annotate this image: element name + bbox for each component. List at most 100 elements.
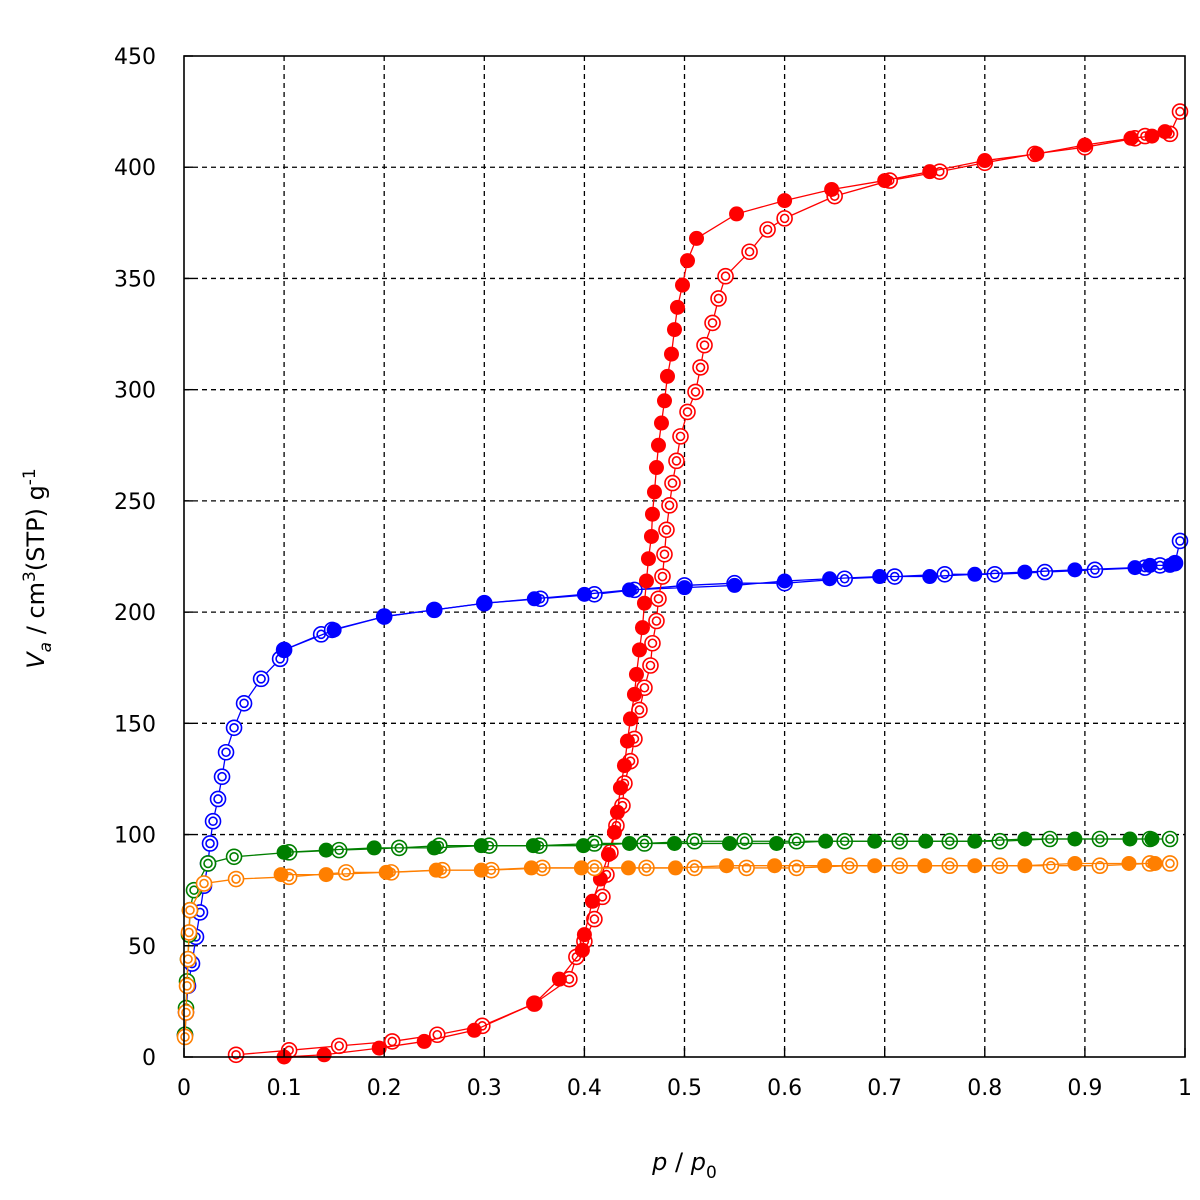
data-point-inner	[762, 224, 773, 235]
series-0	[176, 532, 1189, 1044]
data-point	[612, 780, 628, 796]
data-point-inner	[1175, 106, 1185, 117]
data-point-outer	[177, 1004, 195, 1021]
data-point-outer	[1091, 857, 1109, 874]
data-point	[178, 977, 196, 995]
data-point	[679, 403, 696, 421]
data-point-inner	[791, 836, 802, 847]
data-point	[822, 571, 838, 587]
data-point	[195, 875, 213, 892]
data-point	[225, 719, 243, 737]
series-7	[273, 855, 1163, 883]
data-point-outer	[213, 768, 231, 786]
data-point-inner	[182, 981, 192, 991]
data-point-inner	[661, 525, 672, 535]
series-line	[184, 540, 1181, 1035]
data-point	[686, 832, 703, 850]
y-axis-title: Va / cm3(STP) g-1	[20, 468, 56, 669]
x-tick-label: 0.7	[867, 1076, 902, 1101]
data-point	[626, 686, 642, 702]
data-point	[664, 474, 681, 492]
data-point-outer	[428, 1026, 446, 1044]
data-point	[1121, 855, 1137, 871]
data-point	[1122, 831, 1138, 847]
data-point	[667, 860, 683, 876]
data-point	[867, 833, 883, 849]
data-point	[872, 569, 888, 585]
data-point-outer	[936, 565, 954, 583]
data-point	[653, 415, 669, 431]
data-point-inner	[334, 1041, 344, 1051]
data-point-inner	[589, 914, 600, 924]
data-point	[1091, 857, 1109, 874]
data-point	[525, 838, 541, 854]
data-point	[1171, 532, 1189, 550]
data-point	[227, 870, 245, 888]
data-point	[922, 164, 938, 180]
data-point	[634, 620, 650, 636]
data-point-outer	[710, 290, 727, 307]
data-point	[1161, 830, 1179, 848]
data-point-inner	[229, 722, 239, 733]
data-point-inner	[1095, 860, 1105, 871]
data-point-inner	[744, 246, 755, 257]
x-tick-label: 0	[177, 1076, 191, 1101]
data-point	[476, 595, 492, 611]
data-point	[273, 867, 289, 883]
data-point-outer	[650, 590, 667, 608]
data-point	[648, 460, 664, 476]
y-axis-title-var: V	[22, 651, 50, 669]
data-point	[818, 833, 834, 849]
series-3	[276, 124, 1173, 1065]
data-point-inner	[653, 593, 664, 604]
data-point-inner	[189, 885, 199, 895]
data-point-inner	[671, 456, 682, 466]
data-point	[648, 612, 665, 630]
data-point	[719, 858, 735, 874]
data-point	[227, 1046, 245, 1064]
data-point-inner	[779, 213, 790, 224]
data-point-outer	[788, 859, 805, 877]
data-point-inner	[699, 340, 710, 350]
data-point-outer	[759, 221, 776, 238]
data-point	[337, 864, 355, 881]
data-point-outer	[738, 859, 755, 877]
data-point-inner	[657, 571, 668, 582]
data-point	[644, 634, 661, 652]
y-tick-label: 350	[114, 267, 156, 292]
data-point-inner	[667, 478, 678, 488]
data-point	[663, 346, 679, 362]
series-line	[184, 862, 1170, 1038]
data-point	[1077, 137, 1093, 153]
data-point-inner	[634, 705, 645, 715]
data-point	[977, 153, 993, 169]
data-point-inner	[1165, 858, 1175, 869]
y-tick-label: 250	[114, 490, 156, 515]
data-point	[936, 565, 954, 583]
data-point-outer	[648, 612, 665, 630]
data-point-inner	[659, 549, 670, 560]
data-point	[867, 858, 883, 874]
data-point-inner	[341, 867, 351, 878]
data-point-inner	[185, 905, 195, 915]
data-point	[619, 733, 635, 749]
data-point-inner	[229, 851, 239, 862]
data-point-outer	[225, 719, 243, 737]
data-point-inner	[939, 569, 950, 580]
data-point-inner	[664, 500, 675, 511]
data-point	[759, 221, 776, 238]
y-tick-label: 150	[114, 712, 156, 737]
data-point	[767, 858, 783, 874]
x-tick-label: 0.1	[267, 1076, 302, 1101]
data-point-inner	[208, 816, 218, 827]
data-point-outer	[661, 497, 678, 514]
data-point-outer	[687, 383, 704, 401]
data-point-inner	[791, 863, 802, 873]
data-point	[551, 971, 567, 987]
data-point	[729, 206, 745, 222]
data-point	[1036, 563, 1054, 581]
data-point	[1017, 858, 1033, 874]
data-point	[586, 910, 603, 928]
data-point-outer	[717, 267, 734, 285]
data-point-inner	[205, 838, 215, 849]
